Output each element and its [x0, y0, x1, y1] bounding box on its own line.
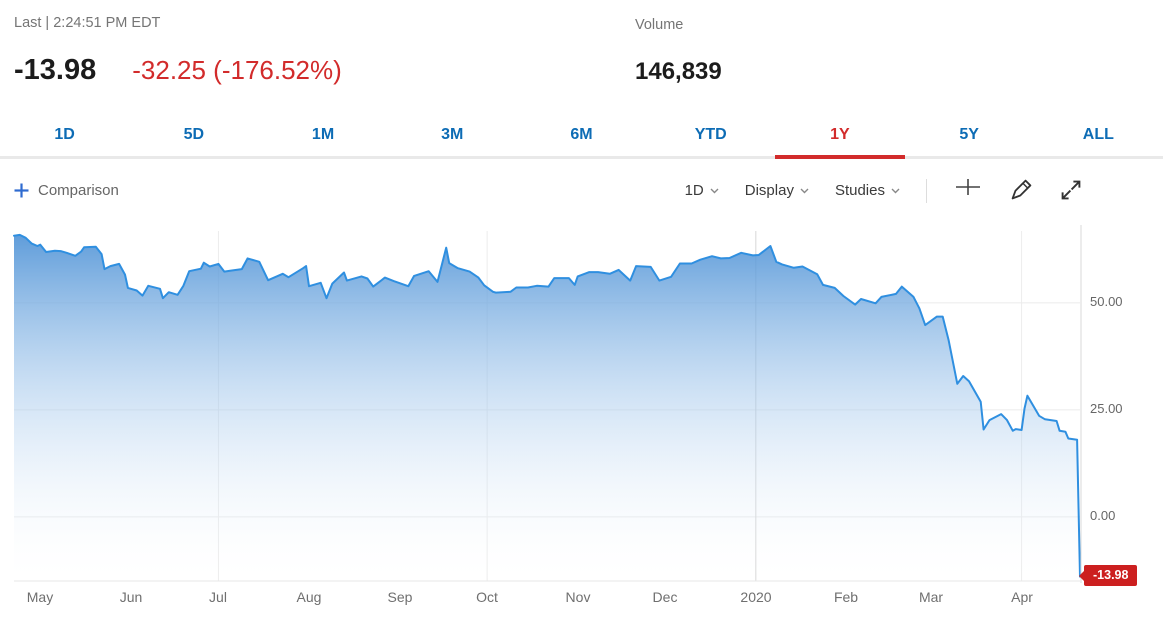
tab-1m[interactable]: 1M [311, 126, 335, 143]
toolbar-divider [926, 178, 927, 203]
price-line [13, 233, 1081, 578]
x-axis-tick: Aug [296, 588, 322, 605]
studies-dropdown[interactable]: Studies [835, 182, 900, 199]
comparison-label: Comparison [38, 182, 119, 199]
comparison-button[interactable]: Comparison [14, 182, 119, 199]
tab-5d[interactable]: 5D [183, 126, 205, 143]
pencil-icon [1011, 179, 1032, 199]
volume-value: 146,839 [635, 58, 722, 85]
volume-label: Volume [635, 17, 684, 33]
chart-plot[interactable] [0, 224, 1163, 585]
y-axis-tick: 50.00 [1090, 294, 1123, 310]
tab-6m[interactable]: 6M [570, 126, 593, 143]
tab-1y[interactable]: 1Y [775, 120, 905, 159]
y-axis-tick: 25.00 [1090, 401, 1123, 417]
y-axis-tick: 0.00 [1090, 508, 1116, 524]
x-axis-tick: Oct [476, 588, 498, 605]
last-price: -13.98 [14, 54, 97, 86]
interval-label: 1D [684, 182, 704, 199]
toolbar-right-group: 1D Display Studies [685, 178, 1083, 204]
last-price-badge: -13.98 [1078, 565, 1138, 587]
x-axis-tick: Feb [833, 588, 859, 605]
x-axis-tick: Apr [1011, 588, 1033, 605]
price-row: -13.98 -32.25 (-176.52%) [14, 54, 342, 87]
crosshair-icon [956, 178, 980, 195]
plus-icon [14, 183, 29, 198]
tab-3m[interactable]: 3M [441, 126, 464, 143]
last-timestamp: Last | 2:24:51 PM EDT [14, 15, 161, 31]
expand-icon [1061, 180, 1081, 199]
range-tabs: 1D 5D 1M 3M 6M YTD 1Y 5Y ALL [0, 120, 1163, 159]
x-axis-tick: Nov [565, 588, 591, 605]
x-axis-tick: Sep [387, 588, 413, 605]
price-area-fill [14, 234, 1080, 581]
tab-all[interactable]: ALL [1082, 126, 1114, 143]
chevron-down-icon [800, 188, 809, 193]
tab-1d[interactable]: 1D [54, 126, 75, 143]
draw-tool-button[interactable] [1009, 178, 1033, 204]
x-axis-tick: Mar [918, 588, 944, 605]
tab-5y[interactable]: 5Y [959, 126, 979, 143]
badge-value: -13.98 [1093, 568, 1129, 583]
chart-toolbar: Comparison 1D Display Studies [0, 159, 1163, 215]
price-change: -32.25 (-176.52%) [132, 55, 342, 85]
quote-header: Last | 2:24:51 PM EDT -13.98 -32.25 (-176… [0, 0, 1163, 104]
chevron-down-icon [710, 188, 719, 193]
studies-label: Studies [834, 182, 885, 199]
interval-dropdown[interactable]: 1D [685, 182, 719, 199]
price-chart[interactable]: 50.00 25.00 0.00 May Jun Jul Aug Sep Oct Nov Dec 2… [0, 224, 1163, 641]
tab-ytd[interactable]: YTD [694, 126, 727, 143]
display-label: Display [744, 182, 794, 199]
x-axis-tick: May [26, 588, 54, 605]
x-axis-tick: Dec [652, 588, 678, 605]
display-dropdown[interactable]: Display [745, 182, 809, 199]
expand-button[interactable] [1059, 178, 1083, 204]
chevron-down-icon [891, 188, 900, 193]
crosshair-tool-button[interactable] [953, 178, 983, 204]
x-axis-tick: 2020 [740, 588, 772, 605]
x-axis-tick: Jul [209, 588, 227, 605]
x-axis-tick: Jun [119, 588, 143, 605]
